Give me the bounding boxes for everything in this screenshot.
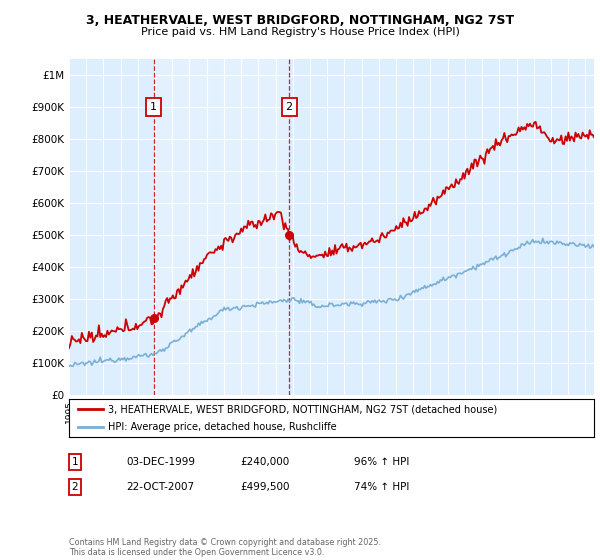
Text: HPI: Average price, detached house, Rushcliffe: HPI: Average price, detached house, Rush… bbox=[109, 422, 337, 432]
Text: 1: 1 bbox=[150, 102, 157, 112]
Text: £499,500: £499,500 bbox=[240, 482, 290, 492]
Text: £240,000: £240,000 bbox=[240, 457, 289, 467]
Text: 3, HEATHERVALE, WEST BRIDGFORD, NOTTINGHAM, NG2 7ST: 3, HEATHERVALE, WEST BRIDGFORD, NOTTINGH… bbox=[86, 14, 514, 27]
Text: 2: 2 bbox=[71, 482, 79, 492]
Text: Contains HM Land Registry data © Crown copyright and database right 2025.
This d: Contains HM Land Registry data © Crown c… bbox=[69, 538, 381, 557]
Text: 22-OCT-2007: 22-OCT-2007 bbox=[126, 482, 194, 492]
Text: 96% ↑ HPI: 96% ↑ HPI bbox=[354, 457, 409, 467]
Text: 2: 2 bbox=[286, 102, 293, 112]
Text: Price paid vs. HM Land Registry's House Price Index (HPI): Price paid vs. HM Land Registry's House … bbox=[140, 27, 460, 38]
Text: 3, HEATHERVALE, WEST BRIDGFORD, NOTTINGHAM, NG2 7ST (detached house): 3, HEATHERVALE, WEST BRIDGFORD, NOTTINGH… bbox=[109, 404, 497, 414]
Text: 74% ↑ HPI: 74% ↑ HPI bbox=[354, 482, 409, 492]
Text: 03-DEC-1999: 03-DEC-1999 bbox=[126, 457, 195, 467]
Bar bbox=[154, 59, 289, 395]
Text: 1: 1 bbox=[71, 457, 79, 467]
